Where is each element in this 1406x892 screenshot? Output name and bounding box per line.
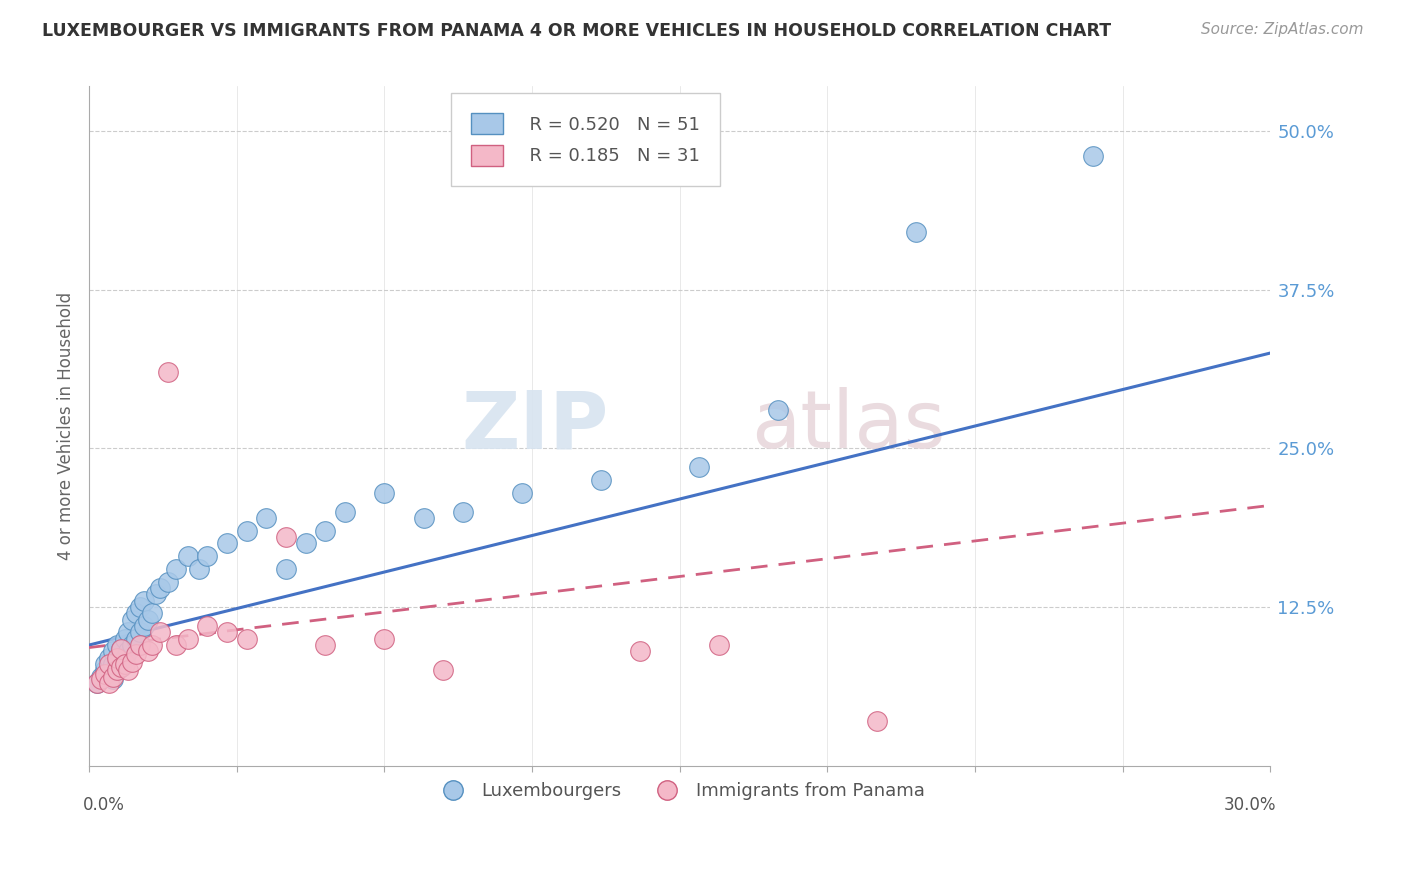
Point — [188, 562, 211, 576]
Point — [117, 644, 139, 658]
Point — [110, 659, 132, 673]
Point — [97, 667, 120, 681]
Point — [101, 657, 124, 671]
Legend: Luxembourgers, Immigrants from Panama: Luxembourgers, Immigrants from Panama — [427, 775, 932, 807]
Text: LUXEMBOURGER VS IMMIGRANTS FROM PANAMA 4 OR MORE VEHICLES IN HOUSEHOLD CORRELATI: LUXEMBOURGER VS IMMIGRANTS FROM PANAMA 4… — [42, 22, 1111, 40]
Point — [86, 676, 108, 690]
Point — [121, 655, 143, 669]
Point — [121, 613, 143, 627]
Point — [156, 574, 179, 589]
Point — [125, 607, 148, 621]
Point — [101, 673, 124, 687]
Point — [314, 524, 336, 538]
Point — [105, 638, 128, 652]
Point — [165, 638, 187, 652]
Point — [707, 638, 730, 652]
Point — [176, 632, 198, 646]
Point — [90, 670, 112, 684]
Point — [105, 664, 128, 678]
Point — [176, 549, 198, 563]
Point — [195, 619, 218, 633]
Point — [86, 676, 108, 690]
Point — [97, 650, 120, 665]
Point — [134, 593, 156, 607]
Point — [94, 657, 117, 671]
Point — [97, 676, 120, 690]
Point — [114, 632, 136, 646]
Point — [94, 667, 117, 681]
Point — [134, 619, 156, 633]
Point — [412, 511, 434, 525]
Text: 0.0%: 0.0% — [83, 797, 125, 814]
Point — [149, 625, 172, 640]
Point — [156, 365, 179, 379]
Text: atlas: atlas — [751, 387, 945, 465]
Point — [125, 632, 148, 646]
Point — [314, 638, 336, 652]
Point — [105, 650, 128, 665]
Point — [125, 647, 148, 661]
Point — [129, 625, 152, 640]
Point — [145, 587, 167, 601]
Point — [866, 714, 889, 729]
Point — [215, 625, 238, 640]
Point — [110, 641, 132, 656]
Point — [136, 644, 159, 658]
Point — [373, 632, 395, 646]
Point — [274, 530, 297, 544]
Point — [1083, 149, 1105, 163]
Point — [117, 625, 139, 640]
Point — [589, 473, 612, 487]
Point — [294, 536, 316, 550]
Point — [101, 670, 124, 684]
Point — [905, 226, 928, 240]
Point — [165, 562, 187, 576]
Point — [254, 511, 277, 525]
Point — [136, 613, 159, 627]
Point — [235, 632, 257, 646]
Point — [110, 659, 132, 673]
Point — [688, 460, 710, 475]
Point — [510, 485, 533, 500]
Point — [114, 650, 136, 665]
Point — [110, 641, 132, 656]
Text: ZIP: ZIP — [461, 387, 609, 465]
Text: Source: ZipAtlas.com: Source: ZipAtlas.com — [1201, 22, 1364, 37]
Point — [94, 664, 117, 678]
Text: 30.0%: 30.0% — [1223, 797, 1277, 814]
Point — [235, 524, 257, 538]
Point — [129, 599, 152, 614]
Point — [451, 505, 474, 519]
Point — [432, 664, 454, 678]
Point — [333, 505, 356, 519]
Point — [114, 657, 136, 671]
Point — [101, 644, 124, 658]
Point — [121, 638, 143, 652]
Point — [215, 536, 238, 550]
Point — [129, 638, 152, 652]
Point — [149, 581, 172, 595]
Point — [105, 655, 128, 669]
Point — [117, 664, 139, 678]
Point — [105, 664, 128, 678]
Point — [90, 673, 112, 687]
Point — [141, 607, 163, 621]
Point — [373, 485, 395, 500]
Point — [274, 562, 297, 576]
Point — [141, 638, 163, 652]
Point — [195, 549, 218, 563]
Point — [766, 403, 789, 417]
Point — [97, 657, 120, 671]
Y-axis label: 4 or more Vehicles in Household: 4 or more Vehicles in Household — [58, 292, 75, 560]
Point — [628, 644, 651, 658]
